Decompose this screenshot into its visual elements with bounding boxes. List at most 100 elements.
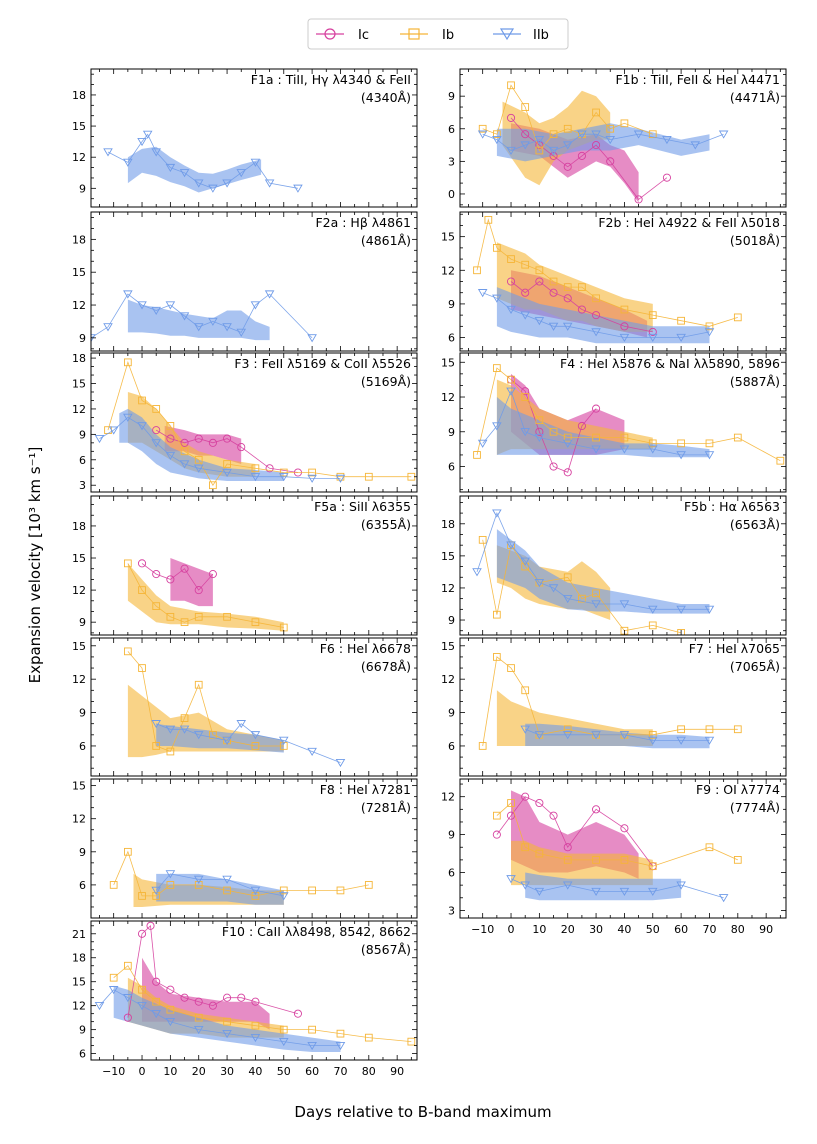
- panel-title-f5b: F5b : Hα λ6563: [684, 499, 780, 514]
- panel-frame-f5a: [90, 495, 418, 636]
- point-f2b-iib: [704, 328, 715, 337]
- point-f5b-ib: [592, 589, 600, 598]
- point-f4-ib: [677, 439, 685, 448]
- x-tick-label-f10: 40: [248, 1065, 262, 1078]
- band-f7-iib: [525, 723, 710, 749]
- line-f1a-iib: [107, 133, 298, 189]
- legend-entry-ic: Ic: [316, 28, 369, 43]
- point-f3-iib: [307, 474, 317, 483]
- point-f5b-iib: [548, 584, 559, 593]
- point-f1b-ib: [648, 130, 657, 139]
- point-f1b-ib: [606, 124, 615, 133]
- panel-f8: 6 9 12 15 F8 : HeI λ7281 (7281Å): [72, 778, 418, 919]
- point-f1a-iib: [142, 130, 153, 139]
- point-f5b-ib: [563, 573, 572, 582]
- point-f2b-ib: [484, 215, 493, 224]
- point-f2a-iib: [236, 328, 247, 337]
- point-f3-iib: [193, 464, 204, 473]
- band-f2a-iib: [127, 299, 270, 341]
- y-tick-label-f2a: 15: [72, 266, 86, 279]
- legend: Ic Ib IIb: [307, 18, 569, 50]
- point-f8-ib: [279, 886, 288, 895]
- y-tick-label-f3: 6: [79, 454, 86, 467]
- y-tick-label-f9: 12: [441, 791, 455, 804]
- point-f1b-ib: [521, 103, 530, 111]
- panel-subtitle-f4: (5887Å): [730, 374, 780, 389]
- point-f3-ic: [237, 443, 246, 452]
- point-f2b-ic: [577, 305, 586, 314]
- point-f1b-ic: [606, 157, 615, 166]
- panel-frame-f10: [90, 920, 418, 1061]
- x-tick-label-f10: 70: [333, 1065, 347, 1078]
- point-f1b-ib: [563, 124, 572, 133]
- point-f10-ic: [293, 1009, 302, 1018]
- panel-subtitle-f6: (6678Å): [361, 659, 411, 674]
- line-f9-ic: [496, 796, 654, 867]
- legend-entry-ib: Ib: [400, 28, 454, 43]
- line-f2a-iib: [91, 293, 313, 339]
- y-tick-label-f10: 18: [72, 952, 86, 965]
- point-f7-iib: [676, 736, 686, 745]
- x-tick-label-f9: 50: [646, 923, 660, 936]
- point-f9-ic: [535, 798, 544, 808]
- panel-f9: −10 0 10 20 30 40 50 60 70 80 90 3 6 9 12 F9 : OI λ7774…: [441, 778, 787, 936]
- point-f10-ic: [237, 993, 246, 1002]
- point-f8-ib: [138, 892, 146, 900]
- point-f9-ic: [492, 830, 501, 839]
- line-f5b-iib: [476, 511, 710, 610]
- point-f1b-iib: [605, 135, 616, 145]
- line-f1b-ib: [482, 84, 653, 152]
- point-f9-ib: [507, 799, 515, 807]
- point-f9-ic: [592, 805, 601, 814]
- line-f7-ib: [482, 656, 738, 747]
- point-f5b-iib: [562, 594, 573, 604]
- y-axis-label: Expansion velocity [10³ km s⁻¹]: [26, 447, 44, 684]
- point-f2a-iib: [103, 323, 113, 332]
- y-tick-label-f6: 6: [79, 740, 86, 753]
- panel-title-f3: F3 : FeII λ5169 & CoII λ5526: [234, 356, 411, 371]
- y-tick-label-f1b: 6: [448, 123, 455, 136]
- point-f2a-iib: [123, 290, 133, 299]
- panels: 9 12 15 18 F1a : TiII, Hγ λ4340 & FeII (4340Å…: [72, 68, 787, 1078]
- point-f3-ib: [223, 460, 231, 468]
- point-f6-ib: [209, 730, 217, 739]
- y-tick-label-f2b: 9: [448, 298, 455, 311]
- point-f8-iib: [193, 875, 204, 884]
- point-f2b-iib: [506, 305, 516, 315]
- line-f2b-ib: [476, 218, 738, 327]
- point-f1b-ib: [493, 130, 501, 139]
- point-f2b-ic: [521, 288, 530, 297]
- point-f6-ib: [152, 742, 161, 750]
- point-f8-iib: [165, 870, 176, 879]
- point-f3-iib: [250, 473, 261, 482]
- panel-subtitle-f3: (5169Å): [361, 374, 411, 389]
- y-tick-label-f3: 3: [79, 479, 86, 492]
- y-tick-label-f4: 9: [448, 426, 455, 439]
- band-f5a-ic: [170, 558, 213, 607]
- point-f4-ic: [521, 387, 530, 396]
- point-f10-iib: [151, 1010, 161, 1019]
- x-tick-label-f10: 50: [277, 1065, 291, 1078]
- point-f6-iib: [335, 758, 346, 768]
- point-f1b-iib: [591, 130, 601, 139]
- panel-frame-f6: [90, 637, 418, 777]
- point-f10-iib: [278, 1037, 289, 1047]
- point-f4-iib: [534, 433, 545, 443]
- point-f6-ib: [138, 664, 146, 672]
- point-f8-ib: [109, 881, 118, 889]
- point-f1b-iib: [506, 146, 516, 155]
- panel-title-f10: F10 : CaII λλ8498, 8542, 8662: [222, 924, 411, 939]
- point-f9-iib: [520, 881, 530, 890]
- x-tick-label-f10: 60: [305, 1065, 319, 1078]
- point-f2b-ib: [549, 277, 558, 286]
- plot-area-f5a: [124, 558, 288, 632]
- point-f5a-ic: [166, 575, 175, 584]
- point-f4-iib: [647, 445, 658, 454]
- point-f6-iib: [307, 747, 317, 757]
- x-tick-label-f10: 30: [220, 1065, 234, 1078]
- panel-title-f6: F6 : HeI λ6678: [320, 641, 411, 656]
- point-f10-ic: [180, 993, 189, 1002]
- line-f10-ib: [113, 965, 412, 1042]
- point-f8-iib: [278, 892, 289, 901]
